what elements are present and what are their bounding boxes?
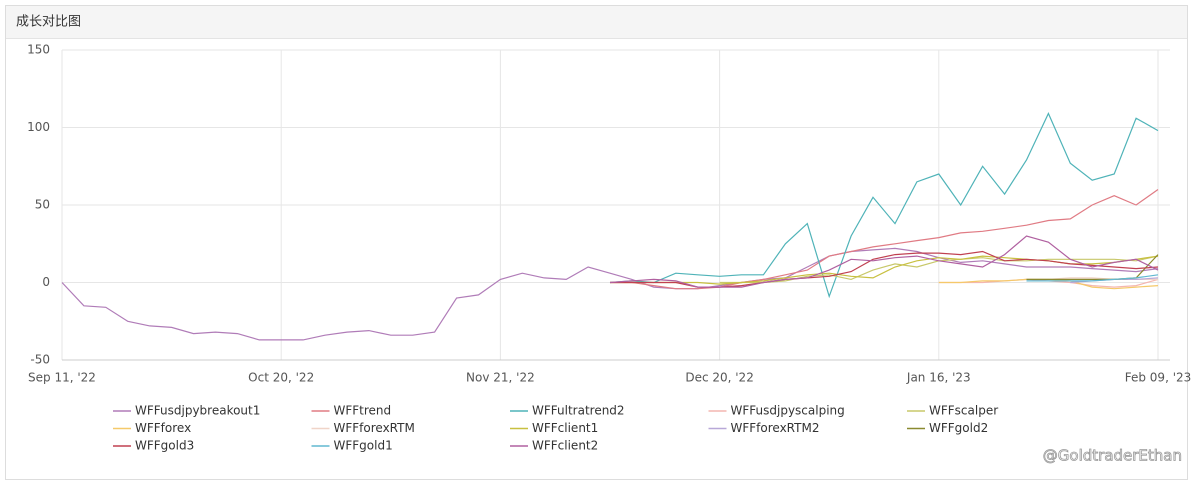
series-line: [609, 235, 1159, 288]
legend-label: WFFgold3: [135, 439, 194, 453]
legend-label: WFFclient1: [532, 421, 598, 435]
x-tick-label: Feb 09, '23: [1125, 371, 1192, 385]
x-tick-label: Sep 11, '22: [28, 371, 96, 385]
legend-label: WFFusdjpyscalping: [731, 404, 845, 418]
y-tick-label: 150: [27, 43, 50, 57]
y-tick-label: -50: [30, 353, 50, 367]
legend-label: WFFforexRTM: [334, 421, 415, 435]
legend-label: WFFgold1: [334, 439, 393, 453]
watermark: @GoldtraderEthan: [1043, 447, 1182, 465]
x-tick-label: Nov 21, '22: [466, 371, 535, 385]
x-tick-label: Dec 20, '22: [685, 371, 754, 385]
panel-header: [6, 6, 1187, 38]
legend-label: WFFforex: [135, 421, 191, 435]
legend-label: WFFclient2: [532, 439, 598, 453]
series-line: [610, 189, 1159, 290]
legend-label: WFFusdjpybreakout1: [135, 404, 260, 418]
legend-label: WFFgold2: [929, 421, 988, 435]
y-tick-label: 50: [35, 198, 50, 212]
panel-title: 成长对比图: [16, 15, 81, 30]
panel: [5, 5, 1188, 480]
legend-label: WFFforexRTM2: [731, 421, 820, 435]
y-tick-label: 100: [27, 120, 50, 134]
series-line: [61, 247, 1159, 341]
legend-label: WFFultratrend2: [532, 404, 625, 418]
series-line: [1026, 274, 1159, 282]
x-tick-label: Oct 20, '22: [248, 371, 314, 385]
legend-label: WFFscalper: [929, 404, 998, 418]
y-tick-label: 0: [42, 275, 50, 289]
series-line: [609, 112, 1159, 299]
legend-label: WFFtrend: [334, 404, 392, 418]
x-tick-label: Jan 16, '23: [906, 371, 971, 385]
